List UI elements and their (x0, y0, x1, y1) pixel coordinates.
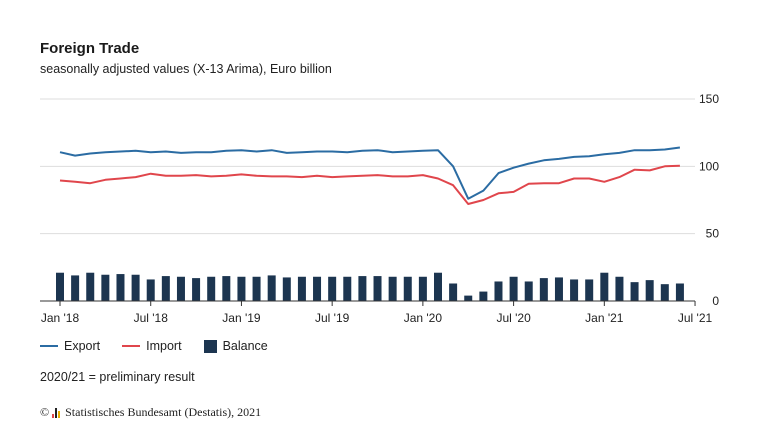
x-tick-label: Jul '20 (496, 311, 531, 325)
legend-label-balance: Balance (222, 339, 268, 353)
x-tick-label: Jul '19 (315, 311, 350, 325)
balance-bar (71, 275, 80, 301)
y-tick-label: 0 (712, 294, 719, 308)
grid-lines (40, 98, 695, 235)
copyright-symbol: © (40, 405, 50, 419)
export-line-swatch (40, 345, 58, 347)
legend: Export Import Balance (40, 339, 290, 353)
balance-bar (570, 279, 579, 301)
balance-bar (161, 276, 170, 301)
balance-bar (101, 274, 110, 301)
x-tick-label: Jan '21 (585, 311, 624, 325)
balance-bar (403, 276, 412, 301)
balance-bar (615, 276, 624, 301)
foreign-trade-chart: 0 50 100 150 Jan '18 Jul '18 Jan '19 Jul '19 Jan… (40, 92, 719, 325)
balance-bar (358, 276, 367, 301)
destatis-logo-icon (52, 407, 61, 418)
balance-bar-swatch (203, 339, 217, 353)
legend-item-import[interactable]: Import (122, 339, 182, 353)
balance-bar (630, 282, 639, 301)
balance-bar (388, 276, 397, 301)
balance-bar (479, 291, 488, 301)
export-series-line (59, 146, 681, 200)
balance-bar (131, 274, 140, 301)
x-tick-label: Jan '19 (222, 311, 261, 325)
balance-bar (176, 276, 185, 301)
legend-item-balance[interactable]: Balance (203, 339, 268, 353)
axes: 0 50 100 150 Jan '18 Jul '18 Jan '19 Jul '19 Jan… (40, 92, 719, 325)
y-tick-label: 150 (699, 92, 719, 106)
preliminary-note: 2020/21 = preliminary result (40, 370, 195, 384)
legend-label-import: Import (146, 339, 182, 353)
balance-bar (267, 275, 276, 301)
x-tick-label: Jul '21 (678, 311, 713, 325)
x-tick-label: Jan '20 (404, 311, 443, 325)
legend-item-export[interactable]: Export (40, 339, 100, 353)
balance-bar (434, 272, 442, 301)
balance-bar (282, 277, 291, 301)
y-tick-label: 100 (699, 159, 719, 173)
balance-bar (554, 277, 563, 301)
balance-bars (56, 272, 684, 301)
balance-bar (585, 279, 594, 301)
balance-bar (56, 272, 64, 301)
balance-bar (418, 276, 427, 301)
balance-bar (675, 283, 684, 301)
balance-bar (343, 276, 352, 301)
chart-subtitle: seasonally adjusted values (X-13 Arima),… (40, 62, 332, 76)
balance-bar (222, 276, 231, 301)
source-text: Statistisches Bundesamt (Destatis), 2021 (65, 405, 262, 419)
balance-bar (645, 280, 654, 301)
trade-lines (59, 146, 681, 205)
balance-bar (509, 276, 518, 301)
balance-bar (600, 272, 609, 301)
balance-bar (313, 276, 322, 301)
balance-bar (373, 276, 382, 301)
balance-bar (192, 278, 201, 301)
source-credit: © Statistisches Bundesamt (Destatis), 20… (40, 405, 261, 420)
balance-bar (86, 272, 95, 301)
balance-bar (297, 276, 306, 301)
balance-bar (252, 276, 261, 301)
balance-bar (237, 276, 246, 301)
balance-bar (494, 281, 503, 301)
y-tick-label: 50 (706, 227, 720, 241)
import-series-line (59, 164, 680, 205)
balance-bar (524, 281, 533, 301)
balance-bar (539, 278, 548, 301)
balance-bar (146, 279, 155, 301)
x-tick-label: Jan '18 (41, 311, 80, 325)
x-tick-label: Jul '18 (134, 311, 169, 325)
balance-bar (328, 276, 337, 301)
import-line-swatch (122, 345, 141, 347)
balance-bar (464, 295, 473, 301)
balance-bar (116, 274, 125, 301)
balance-bar (660, 284, 669, 301)
chart-title: Foreign Trade (40, 40, 140, 57)
legend-label-export: Export (64, 339, 101, 353)
balance-bar (449, 283, 458, 301)
balance-bar (207, 276, 216, 301)
